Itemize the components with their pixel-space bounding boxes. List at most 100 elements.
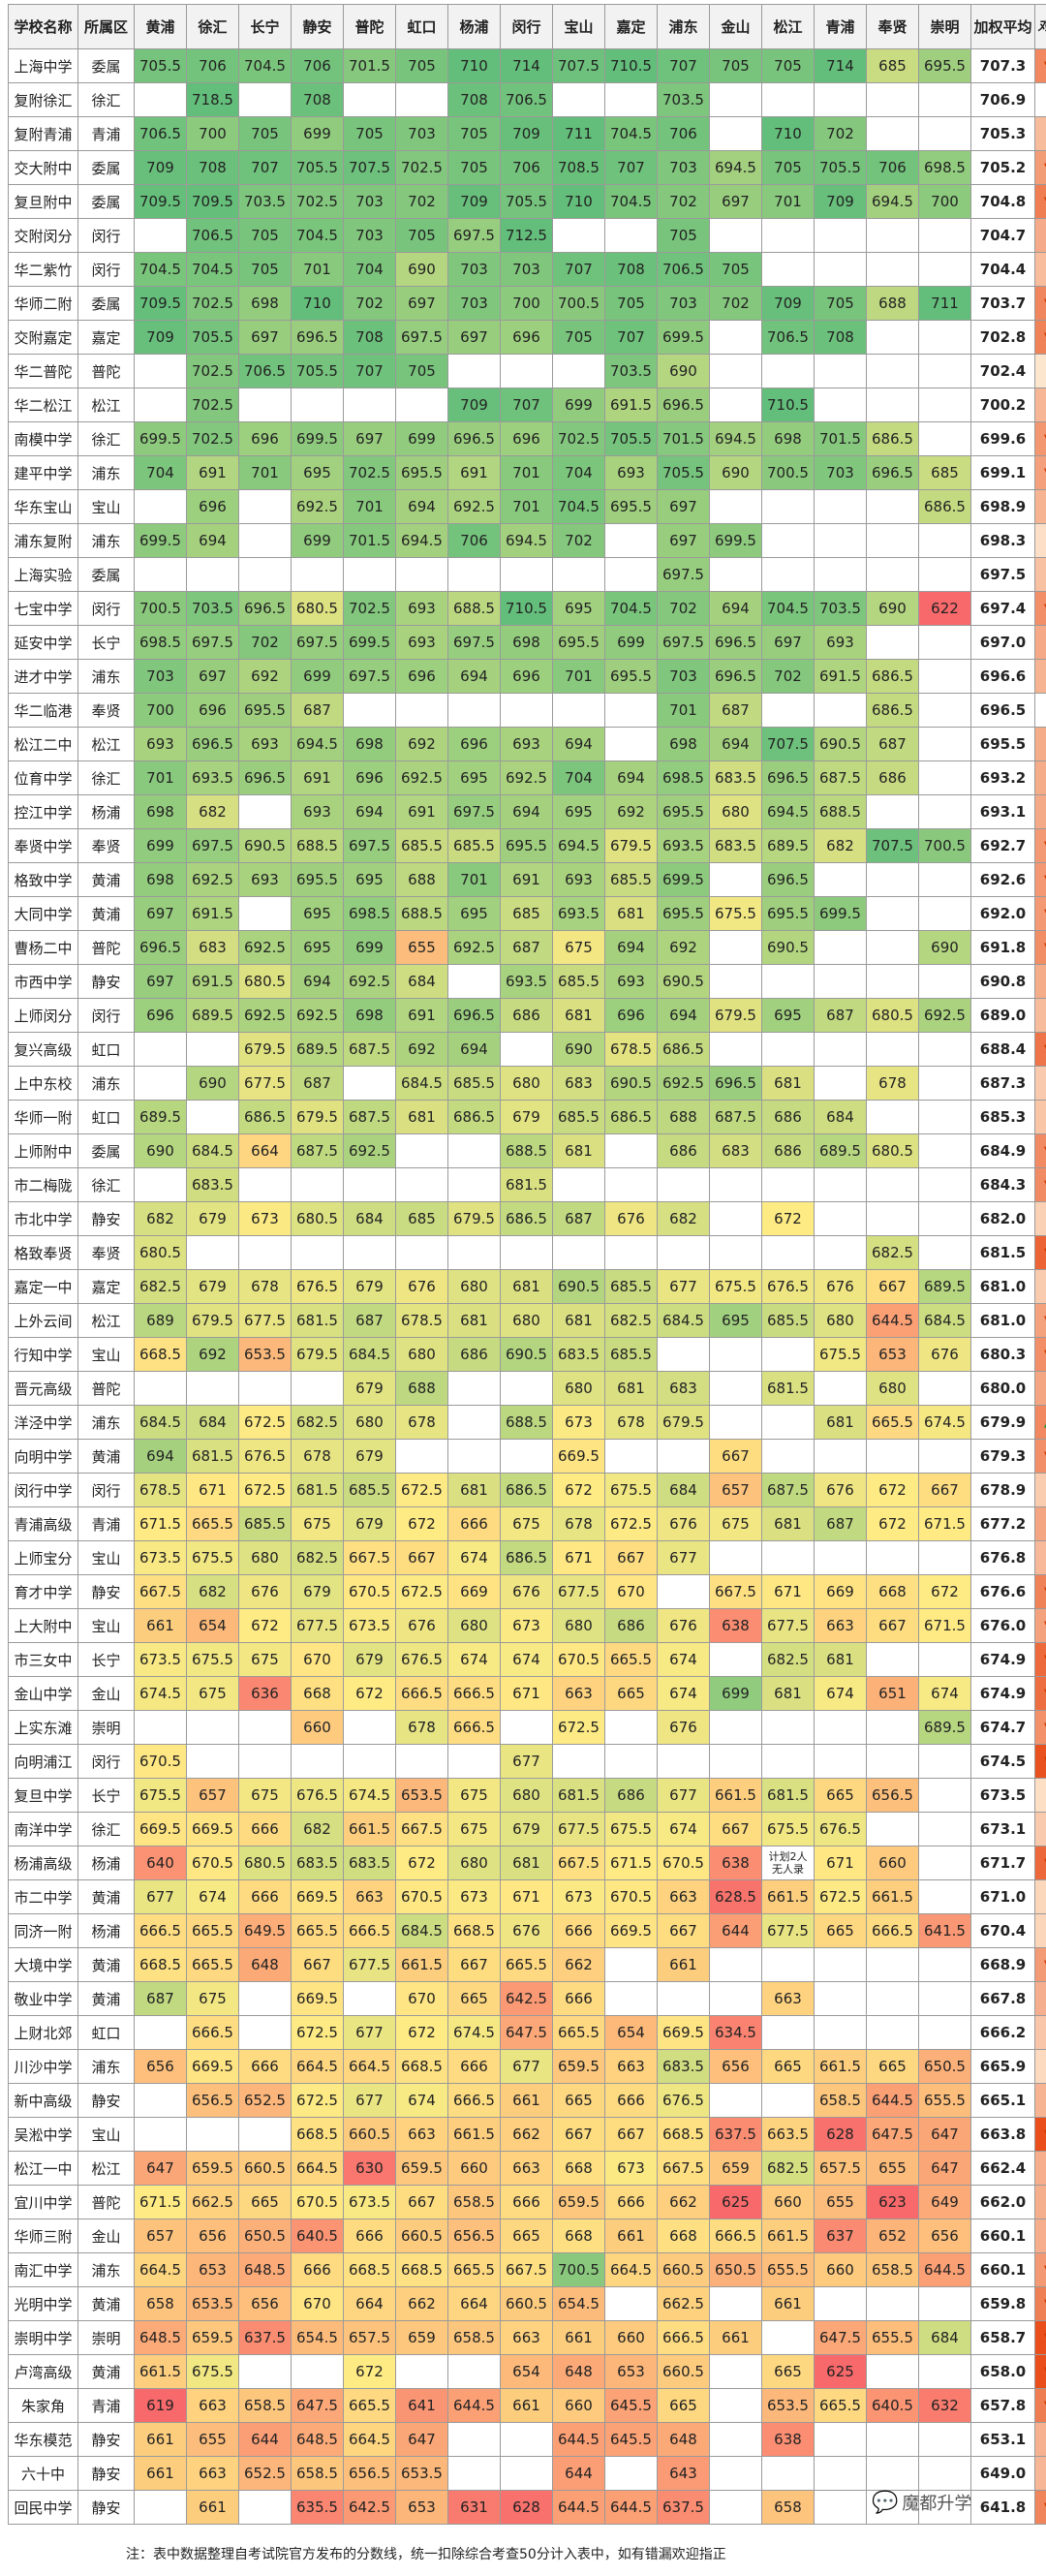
score-cell xyxy=(134,82,187,117)
score-cell: 685.5 xyxy=(343,1473,396,1507)
score-cell: 704.5 xyxy=(552,489,605,524)
score-cell: 678 xyxy=(866,1066,919,1101)
score-cell xyxy=(186,1744,239,1779)
score-cell: 697 xyxy=(709,184,762,219)
score-cell xyxy=(709,2354,762,2389)
score-cell xyxy=(918,523,971,558)
score-cell: 649.5 xyxy=(238,1913,292,1948)
score-cell: 705 xyxy=(395,218,448,253)
score-cell xyxy=(709,388,762,422)
year-change: ▼17.3 xyxy=(1034,1676,1046,1711)
weighted-average: 695.5 xyxy=(970,727,1035,761)
score-cell: 703 xyxy=(814,455,867,490)
score-cell xyxy=(814,489,867,524)
district: 长宁 xyxy=(77,625,135,660)
score-cell xyxy=(761,693,815,728)
year-change: ▼6.6 xyxy=(1034,1540,1046,1575)
score-cell: 674 xyxy=(657,1676,710,1711)
score-cell: 694 xyxy=(500,794,553,829)
score-cell xyxy=(814,2422,867,2457)
score-cell: 702.5 xyxy=(395,150,448,185)
score-cell: 701 xyxy=(447,862,501,897)
score-cell xyxy=(657,1981,710,2016)
header-cell: 所属区 xyxy=(77,4,135,49)
leaf-down-icon: ▼ xyxy=(1044,1721,1046,1735)
score-cell: 701 xyxy=(500,455,553,490)
score-cell: 671.5 xyxy=(604,1846,658,1880)
year-change: ▼14.5 xyxy=(1034,320,1046,355)
table-row: 建平中学 浦东 704 691 701 695 702.5 695.5 691 701 704 693… xyxy=(8,455,1046,490)
score-cell: 696.5 xyxy=(866,455,919,490)
score-cell xyxy=(447,1405,501,1440)
score-cell xyxy=(866,2354,919,2389)
district: 闵行 xyxy=(77,1744,135,1779)
score-cell: 681 xyxy=(447,1473,501,1507)
leaf-down-icon: ▼ xyxy=(1044,432,1046,447)
score-cell: 644.5 xyxy=(866,1303,919,1338)
score-cell: 676 xyxy=(395,1608,448,1643)
weighted-average: 679.9 xyxy=(970,1405,1035,1440)
score-cell xyxy=(500,1710,553,1745)
score-cell: 665 xyxy=(814,1913,867,1948)
score-cell xyxy=(395,388,448,422)
district: 嘉定 xyxy=(77,320,135,355)
district: 徐汇 xyxy=(77,1812,135,1847)
score-cell: 680 xyxy=(500,1066,553,1101)
district: 宝山 xyxy=(77,1540,135,1575)
district: 黄浦 xyxy=(77,896,135,931)
score-cell: 705.5 xyxy=(500,184,553,219)
year-change: ▼7.4 xyxy=(1034,2083,1046,2118)
year-change: ▼7.1 xyxy=(1034,2456,1046,2491)
score-cell xyxy=(343,1066,396,1101)
score-cell: 661 xyxy=(761,2286,815,2321)
score-cell: 656.5 xyxy=(447,2219,501,2253)
score-cell xyxy=(604,1133,658,1168)
score-cell: 644.5 xyxy=(447,2388,501,2423)
score-cell xyxy=(918,388,971,422)
score-cell: 677 xyxy=(134,1879,187,1914)
score-cell: 660.5 xyxy=(657,2354,710,2389)
score-cell: 675.5 xyxy=(709,1269,762,1304)
score-cell: 671.5 xyxy=(134,1506,187,1541)
score-cell: 675 xyxy=(500,1506,553,1541)
header-cell: 对比去年 xyxy=(1034,4,1046,49)
weighted-average: 693.1 xyxy=(970,794,1035,829)
score-cell: 672 xyxy=(238,1608,292,1643)
score-cell: 709 xyxy=(447,388,501,422)
score-cell xyxy=(918,252,971,287)
score-cell xyxy=(134,1710,187,1745)
score-cell xyxy=(761,82,815,117)
district: 闵行 xyxy=(77,1473,135,1507)
score-cell: 682 xyxy=(186,1574,239,1609)
score-cell xyxy=(238,489,292,524)
score-cell: 685.5 xyxy=(552,1100,605,1134)
score-cell: 698.5 xyxy=(918,150,971,185)
score-cell xyxy=(709,354,762,388)
weighted-average: 670.4 xyxy=(970,1913,1035,1948)
score-cell: 668 xyxy=(552,2219,605,2253)
score-cell: 679 xyxy=(343,1642,396,1677)
score-cell: 680 xyxy=(500,1778,553,1813)
score-cell: 694 xyxy=(291,964,344,999)
score-cell: 665.5 xyxy=(500,1947,553,1982)
district: 黄浦 xyxy=(77,2286,135,2321)
score-cell: 697 xyxy=(761,625,815,660)
weighted-average: 693.2 xyxy=(970,760,1035,795)
score-cell xyxy=(709,116,762,151)
score-cell: 674 xyxy=(500,1642,553,1677)
score-cell: 675.5 xyxy=(604,1473,658,1507)
school-name: 格致奉贤 xyxy=(8,1235,78,1270)
score-cell: 693 xyxy=(238,862,292,897)
district: 宝山 xyxy=(77,1337,135,1372)
score-cell: 664 xyxy=(343,2286,396,2321)
score-cell: 710.5 xyxy=(500,591,553,626)
score-cell xyxy=(866,354,919,388)
score-cell: 684.5 xyxy=(918,1303,971,1338)
leaf-down-icon: ▼ xyxy=(1044,839,1046,853)
score-cell xyxy=(814,1201,867,1236)
score-cell: 702 xyxy=(552,523,605,558)
score-cell: 681.5 xyxy=(291,1473,344,1507)
score-cell xyxy=(918,2422,971,2457)
score-cell xyxy=(761,1167,815,1202)
